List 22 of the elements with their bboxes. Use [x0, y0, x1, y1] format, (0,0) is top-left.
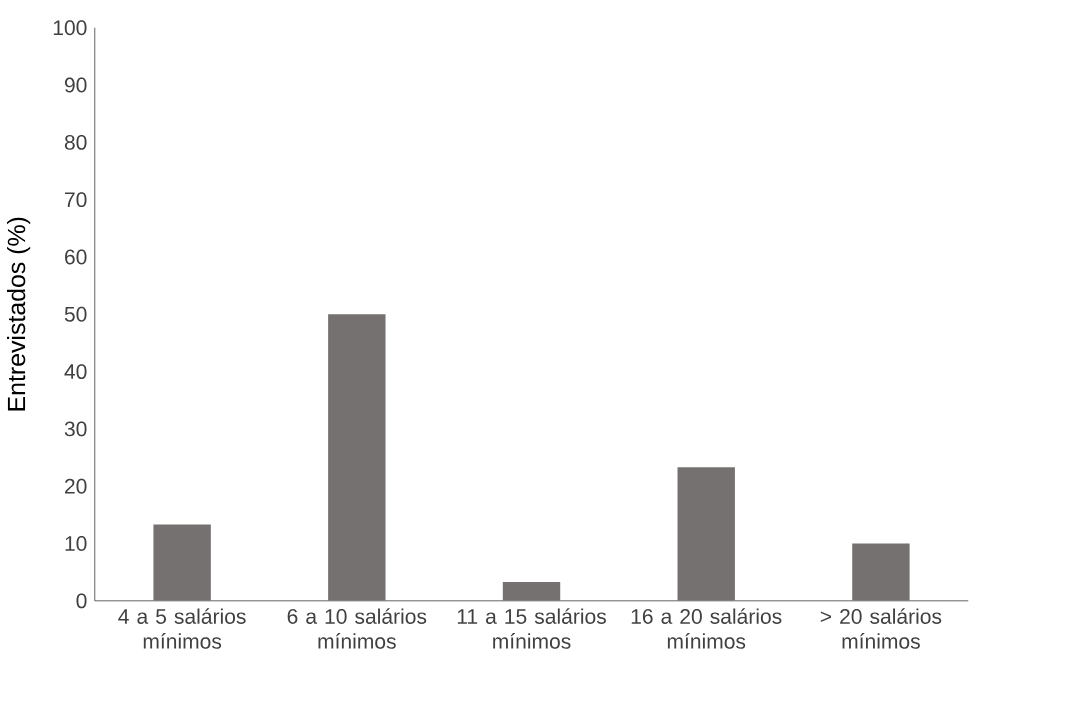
x-tick-label: 6 a 10 salários mínimos [287, 608, 427, 649]
bar [852, 543, 910, 601]
y-tick-label: 80 [64, 134, 87, 150]
y-tick-label: 0 [76, 593, 87, 609]
y-tick-label: 90 [64, 77, 87, 93]
y-tick-label: 100 [53, 20, 87, 36]
y-tick-label: 60 [65, 249, 87, 265]
bar [153, 524, 211, 601]
x-tick-label: 4 a 5 salários mínimos [118, 608, 246, 649]
x-tick-label: 11 a 15 salários mínimos [457, 608, 606, 649]
bar [328, 314, 386, 601]
y-tick-label: 30 [64, 421, 87, 437]
y-tick-label: 20 [65, 478, 87, 494]
bar [677, 467, 735, 601]
y-tick-label: 10 [65, 535, 87, 551]
y-tick-label: 50 [64, 306, 87, 322]
y-axis-title: Entrevistados (%) [7, 217, 31, 411]
x-tick-label: > 20 salários mínimos [820, 608, 942, 649]
x-tick-label: 16 a 20 salários mínimos [631, 608, 782, 649]
bar [502, 581, 561, 601]
y-tick-label: 70 [65, 192, 87, 208]
y-tick-label: 40 [64, 364, 87, 379]
